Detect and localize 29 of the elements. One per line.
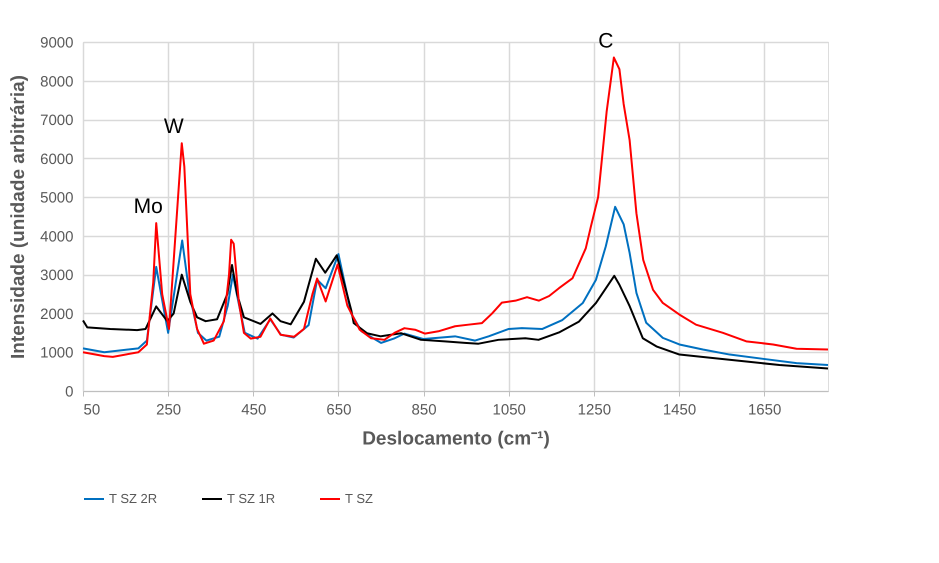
x-tick-label: 1250 bbox=[578, 402, 612, 418]
y-tick-label: 7000 bbox=[40, 112, 74, 130]
line-series bbox=[82, 254, 829, 370]
annotation: W bbox=[164, 115, 184, 138]
x-tick-label: 1450 bbox=[662, 402, 696, 418]
x-axis-title: Deslocamento (cm⁻¹) bbox=[362, 428, 550, 450]
legend-label: T SZ bbox=[345, 491, 373, 506]
y-tick-label: 9000 bbox=[40, 34, 74, 52]
annotation: Mo bbox=[134, 195, 163, 218]
x-tick-label: 1650 bbox=[748, 402, 782, 418]
y-tick-label: 8000 bbox=[40, 73, 74, 90]
y-tick-label: 0 bbox=[65, 384, 74, 400]
x-tick-label: 1050 bbox=[492, 402, 526, 418]
y-tick-label: 1000 bbox=[40, 344, 74, 362]
x-tick-label: 50 bbox=[84, 402, 100, 418]
x-tick-label: 250 bbox=[156, 402, 182, 418]
y-tick-label: 6000 bbox=[40, 150, 74, 168]
y-axis-title: Intensidade (unidade arbitrária) bbox=[8, 75, 30, 359]
y-tick-label: 5000 bbox=[40, 190, 74, 207]
annotation: C bbox=[598, 30, 614, 53]
legend-label: T SZ 1R bbox=[227, 491, 276, 506]
x-tick-label: 450 bbox=[241, 402, 266, 418]
y-tick-label: 4000 bbox=[40, 228, 74, 246]
y-tick-label: 3000 bbox=[40, 267, 74, 284]
x-tick-label: 850 bbox=[412, 402, 437, 418]
x-tick-label: 650 bbox=[326, 402, 352, 418]
y-tick-label: 2000 bbox=[40, 306, 74, 323]
legend-label: T SZ 2R bbox=[109, 491, 158, 506]
line-series bbox=[82, 56, 829, 358]
